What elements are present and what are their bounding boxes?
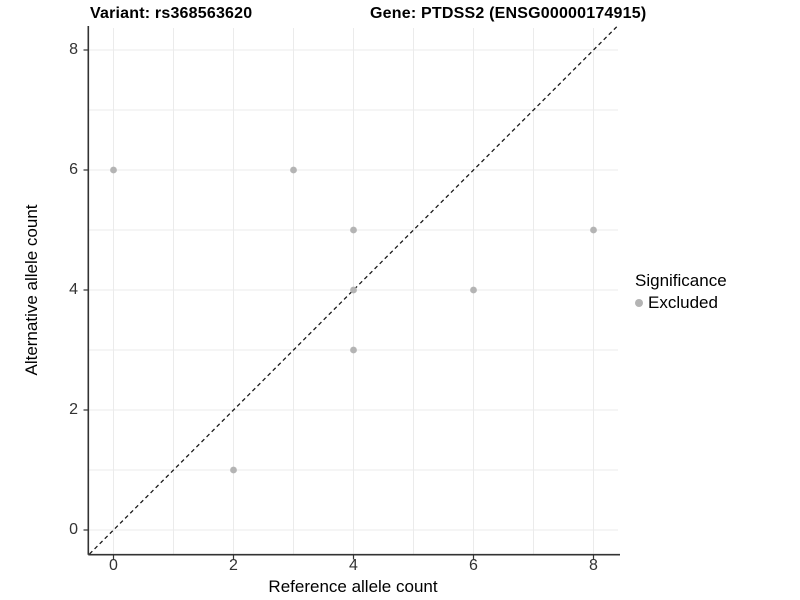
scatter-point xyxy=(350,346,357,354)
excluded-point-icon xyxy=(635,299,643,307)
scatter-point xyxy=(470,286,477,294)
legend: Significance Excluded xyxy=(635,271,727,313)
legend-entry-label: Excluded xyxy=(648,293,718,312)
y-tick-label: 8 xyxy=(69,41,78,58)
x-tick-label: 4 xyxy=(349,557,358,574)
scatter-point xyxy=(350,226,357,234)
y-tick-label: 0 xyxy=(69,521,78,538)
x-tick-label: 6 xyxy=(469,557,478,574)
x-tick-label: 8 xyxy=(589,557,598,574)
x-tick-label: 0 xyxy=(109,557,118,574)
y-tick-label: 6 xyxy=(69,161,78,178)
gene-title: Gene: PTDSS2 (ENSG00000174915) xyxy=(370,5,647,22)
scatter-point xyxy=(110,166,117,174)
x-axis-title: Reference allele count xyxy=(268,577,438,596)
y-tick-label: 4 xyxy=(69,281,78,298)
scatter-point xyxy=(350,286,357,294)
identity-line xyxy=(89,25,618,555)
legend-title: Significance xyxy=(635,271,727,290)
legend-entry-excluded: Excluded xyxy=(635,293,727,313)
variant-title: Variant: rs368563620 xyxy=(90,5,253,22)
plot-area xyxy=(83,25,620,560)
scatter-point xyxy=(230,466,237,474)
x-tick-label: 2 xyxy=(229,557,238,574)
scatter-point xyxy=(290,166,297,174)
y-tick-label: 2 xyxy=(69,401,78,418)
scatter-point xyxy=(590,226,597,234)
y-axis-title: Alternative allele count xyxy=(22,204,41,376)
